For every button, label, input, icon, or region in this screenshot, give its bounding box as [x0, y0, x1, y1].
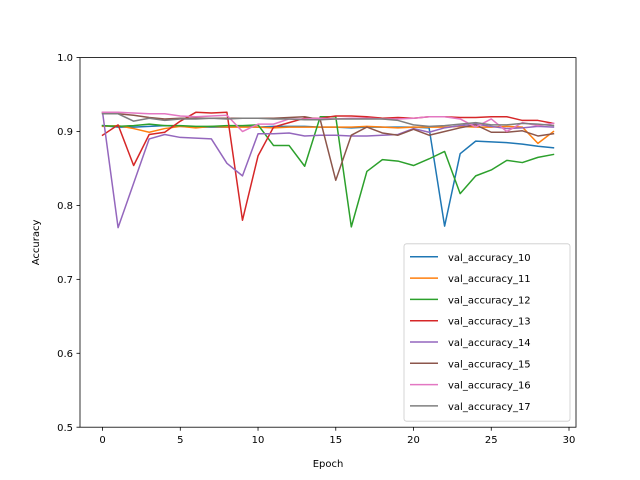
- legend-label-val_accuracy_14: val_accuracy_14: [448, 338, 531, 349]
- x-tick-label: 20: [407, 435, 420, 446]
- x-tick-label: 30: [563, 435, 576, 446]
- series-line-val_accuracy_17: [101, 113, 555, 128]
- legend-label-val_accuracy_17: val_accuracy_17: [448, 402, 531, 413]
- legend-box: [403, 243, 571, 422]
- y-tick-label: 0.8: [57, 201, 73, 212]
- legend-label-val_accuracy_12: val_accuracy_12: [448, 295, 531, 306]
- series-line-val_accuracy_14: [101, 111, 555, 229]
- y-axis: 0.5 0.6 0.7 0.8 0.9 1.0: [57, 53, 80, 434]
- y-tick-label: 0.9: [57, 127, 73, 138]
- legend-label-val_accuracy_15: val_accuracy_15: [448, 359, 531, 370]
- x-axis: 0 5 10 15 20 25 30: [99, 427, 575, 446]
- x-tick-label: 0: [99, 435, 105, 446]
- series-line-val_accuracy_13: [101, 111, 555, 221]
- series-layer: [101, 111, 555, 229]
- legend: val_accuracy_10 val_accuracy_11 val_accura…: [403, 243, 571, 422]
- y-tick-label: 0.5: [57, 423, 73, 434]
- x-tick-label: 25: [485, 435, 498, 446]
- x-tick-label: 15: [329, 435, 342, 446]
- legend-label-val_accuracy_11: val_accuracy_11: [448, 274, 531, 285]
- legend-label-val_accuracy_10: val_accuracy_10: [448, 253, 531, 264]
- legend-label-val_accuracy_13: val_accuracy_13: [448, 317, 531, 328]
- x-axis-label: Epoch: [313, 459, 344, 470]
- x-tick-label: 5: [177, 435, 183, 446]
- y-axis-label: Accuracy: [31, 219, 42, 265]
- y-tick-label: 0.7: [57, 275, 73, 286]
- plot-frame: [79, 57, 577, 428]
- series-line-val_accuracy_11: [101, 124, 555, 145]
- y-tick-label: 0.6: [57, 349, 73, 360]
- legend-label-val_accuracy_16: val_accuracy_16: [448, 381, 531, 392]
- x-tick-label: 10: [252, 435, 265, 446]
- y-tick-label: 1.0: [57, 53, 73, 64]
